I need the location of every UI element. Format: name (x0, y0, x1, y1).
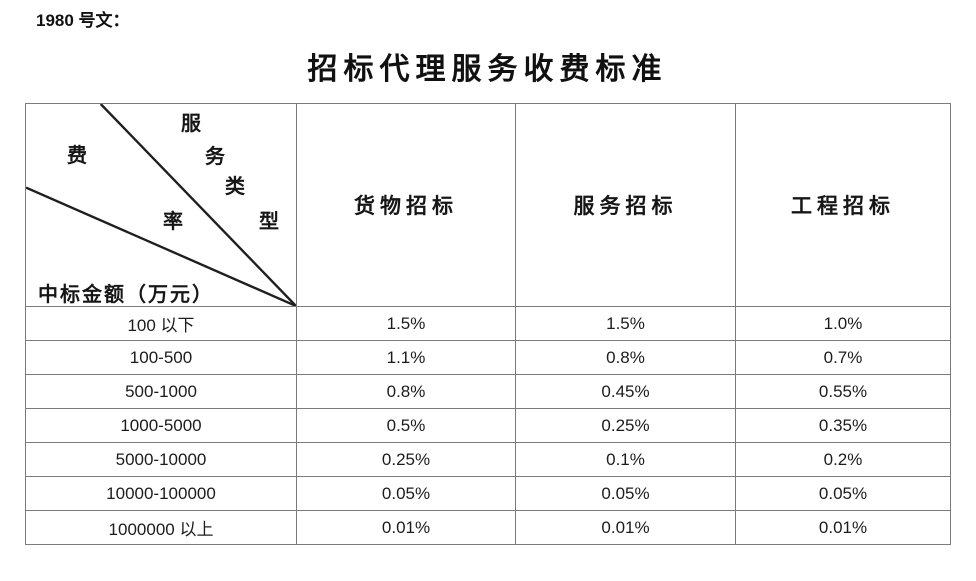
table-row: 1000000 以上 0.01% 0.01% 0.01% (25, 510, 951, 545)
corner-service-type-char: 类 (225, 174, 245, 198)
amount-range-cell: 5000-10000 (25, 442, 297, 477)
table-header-row: 服 务 类 型 费 率 中标金额（万元） 货物招标 服务招标 工程招标 (25, 103, 951, 307)
rate-cell-service: 0.01% (515, 510, 736, 545)
doc-ref-label: 1980 号文： (36, 11, 130, 30)
table-row: 10000-100000 0.05% 0.05% 0.05% (25, 476, 951, 511)
lower-diagonal-line (26, 186, 296, 306)
table-row: 100-500 1.1% 0.8% 0.7% (25, 340, 951, 375)
rate-cell-works: 0.05% (735, 476, 951, 511)
rate-cell-works: 0.7% (735, 340, 951, 375)
amount-range-cell: 500-1000 (25, 374, 297, 409)
diagonal-divider-lines (26, 104, 296, 306)
table-row: 500-1000 0.8% 0.45% 0.55% (25, 374, 951, 409)
corner-service-type-char: 务 (205, 144, 225, 168)
table-row: 1000-5000 0.5% 0.25% 0.35% (25, 408, 951, 443)
corner-rate-char: 率 (163, 209, 183, 233)
corner-service-type-char: 型 (259, 209, 279, 233)
rate-cell-service: 0.05% (515, 476, 736, 511)
fee-standard-table: 服 务 类 型 费 率 中标金额（万元） 货物招标 服务招标 工程招标 100 … (25, 103, 951, 545)
corner-service-type-char: 服 (181, 111, 201, 135)
rate-cell-service: 0.45% (515, 374, 736, 409)
amount-range-cell: 100-500 (25, 340, 297, 375)
rate-cell-goods: 0.8% (296, 374, 516, 409)
rate-cell-service: 0.25% (515, 408, 736, 443)
column-header-works-bidding: 工程招标 (735, 103, 951, 307)
amount-range-cell: 1000-5000 (25, 408, 297, 443)
amount-range-cell: 1000000 以上 (25, 510, 297, 545)
rate-cell-works: 0.35% (735, 408, 951, 443)
rate-cell-service: 1.5% (515, 306, 736, 341)
rate-cell-works: 0.55% (735, 374, 951, 409)
rate-cell-works: 0.01% (735, 510, 951, 545)
rate-cell-service: 0.8% (515, 340, 736, 375)
rate-cell-goods: 0.25% (296, 442, 516, 477)
column-header-goods-bidding: 货物招标 (296, 103, 516, 307)
corner-header-cell: 服 务 类 型 费 率 中标金额（万元） (25, 103, 297, 307)
page-title: 招标代理服务收费标准 (307, 52, 668, 87)
corner-rate-char: 费 (67, 143, 87, 167)
upper-diagonal-line (99, 104, 296, 306)
rate-cell-goods: 1.1% (296, 340, 516, 375)
table-row: 100 以下 1.5% 1.5% 1.0% (25, 306, 951, 341)
rate-cell-goods: 0.05% (296, 476, 516, 511)
rate-cell-works: 1.0% (735, 306, 951, 341)
corner-amount-axis-label: 中标金额（万元） (38, 282, 214, 306)
table-row: 5000-10000 0.25% 0.1% 0.2% (25, 442, 951, 477)
rate-cell-goods: 0.5% (296, 408, 516, 443)
rate-cell-goods: 0.01% (296, 510, 516, 545)
rate-cell-goods: 1.5% (296, 306, 516, 341)
rate-cell-service: 0.1% (515, 442, 736, 477)
rate-cell-works: 0.2% (735, 442, 951, 477)
column-header-service-bidding: 服务招标 (515, 103, 736, 307)
amount-range-cell: 100 以下 (25, 306, 297, 341)
amount-range-cell: 10000-100000 (25, 476, 297, 511)
